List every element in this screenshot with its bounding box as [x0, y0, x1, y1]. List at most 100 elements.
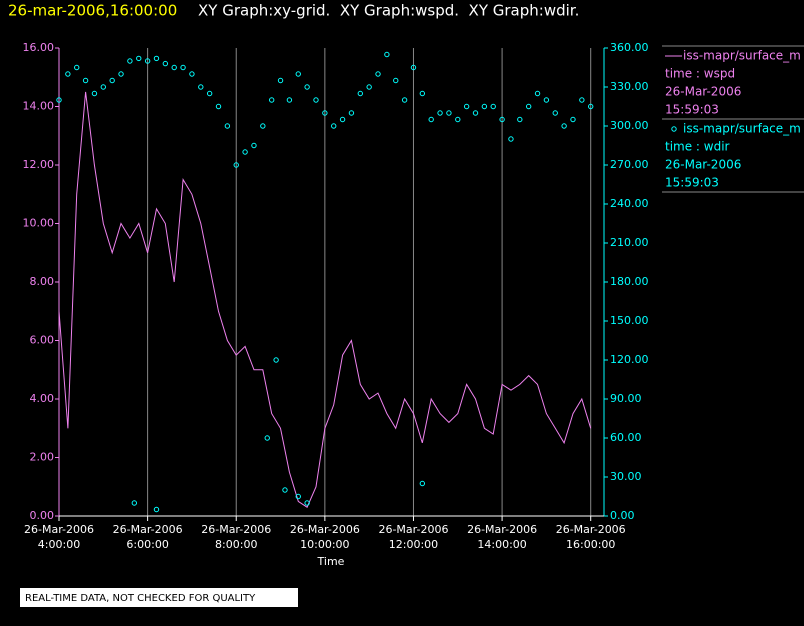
- y-tick-label: 10.00: [23, 217, 55, 230]
- y2-tick-label: 330.00: [610, 80, 649, 93]
- y2-tick-label: 180.00: [610, 275, 649, 288]
- footnote: REAL-TIME DATA, NOT CHECKED FOR QUALITY: [25, 593, 256, 604]
- wdir-point: [543, 97, 550, 103]
- wdir-point: [446, 110, 452, 116]
- wdir-point: [322, 110, 328, 116]
- x-tick-label: 10:00:00: [300, 538, 349, 551]
- wdir-point: [570, 116, 576, 123]
- footnote-box: [20, 588, 298, 607]
- wdir-point: [313, 97, 319, 103]
- wdir-point: [198, 84, 204, 90]
- y-tick-label: 14.00: [23, 100, 55, 113]
- y-tick-label: 16.00: [23, 41, 55, 54]
- wdir-point: [508, 136, 514, 142]
- y2-tick-label: 30.00: [610, 470, 642, 483]
- wdir-point: [277, 77, 284, 84]
- y-tick-label: 0.00: [30, 509, 55, 522]
- wdir-point: [419, 480, 426, 487]
- wdir-point: [153, 506, 160, 513]
- legend-time: 15:59:03: [665, 176, 719, 190]
- wdir-point: [273, 357, 279, 363]
- legend-variable: time : wspd: [665, 67, 735, 81]
- legend-date: 26-Mar-2006: [665, 158, 741, 172]
- y2-tick-label: 90.00: [610, 392, 642, 405]
- y2-tick-label: 150.00: [610, 314, 649, 327]
- wdir-point: [552, 110, 558, 116]
- wdir-point: [499, 116, 505, 123]
- wdir-point: [295, 493, 301, 500]
- y-tick-label: 8.00: [30, 275, 55, 288]
- wdir-point: [561, 123, 567, 129]
- wdir-point: [65, 71, 71, 77]
- wdir-point: [144, 58, 151, 64]
- y2-tick-label: 270.00: [610, 158, 649, 171]
- wdir-point: [366, 84, 372, 90]
- wdir-point: [56, 97, 62, 103]
- x-axis-label: Time: [317, 555, 345, 568]
- y-tick-label: 4.00: [30, 392, 55, 405]
- wdir-point: [463, 103, 470, 110]
- wdir-point: [401, 97, 408, 103]
- wdir-point: [162, 60, 169, 67]
- wdir-point: [233, 162, 239, 168]
- wdir-point: [339, 116, 346, 123]
- wdir-point: [517, 116, 523, 123]
- y2-tick-label: 360.00: [610, 41, 649, 54]
- legend-time: 15:59:03: [665, 103, 719, 117]
- wdir-point: [295, 71, 301, 77]
- wdir-point: [357, 90, 364, 97]
- wdir-point: [153, 55, 160, 62]
- wdir-point: [180, 64, 186, 71]
- y2-tick-label: 240.00: [610, 197, 649, 210]
- x-tick-label: 8:00:00: [215, 538, 257, 551]
- x-tick-label: 26-Mar-2006: [290, 523, 360, 536]
- wdir-point: [251, 142, 257, 149]
- wdir-point: [304, 84, 310, 90]
- wdir-point: [428, 116, 434, 123]
- x-tick-label: 26-Mar-2006: [24, 523, 94, 536]
- wdir-point: [525, 103, 532, 110]
- legend-swatch: [671, 126, 677, 132]
- x-tick-label: 26-Mar-2006: [556, 523, 626, 536]
- wdir-point: [242, 149, 248, 155]
- x-tick-label: 26-Mar-2006: [378, 523, 448, 536]
- wdir-point: [375, 71, 381, 77]
- wdir-point: [579, 97, 585, 103]
- wspd-line: [58, 91, 592, 508]
- wdir-point: [264, 435, 270, 441]
- x-tick-label: 26-Mar-2006: [201, 523, 271, 536]
- wdir-point: [91, 90, 98, 97]
- wdir-point: [437, 110, 443, 116]
- y2-tick-label: 0.00: [610, 509, 635, 522]
- wdir-point: [393, 77, 399, 84]
- x-tick-label: 14:00:00: [477, 538, 526, 551]
- title-time: 26-mar-2006,16:00:00: [8, 2, 177, 20]
- x-tick-label: 12:00:00: [389, 538, 438, 551]
- wdir-point: [206, 90, 213, 97]
- wdir-point: [260, 123, 266, 129]
- wdir-point: [490, 103, 496, 110]
- y2-tick-label: 60.00: [610, 431, 642, 444]
- x-tick-label: 26-Mar-2006: [467, 523, 537, 536]
- wdir-point: [131, 500, 138, 506]
- wdir-point: [224, 123, 231, 129]
- y2-tick-label: 210.00: [610, 236, 649, 249]
- wdir-point: [534, 90, 541, 97]
- wdir-point: [282, 487, 288, 493]
- chart-title: XY Graph:xy-grid. XY Graph:wspd. XY Grap…: [198, 2, 579, 20]
- wdir-point: [100, 84, 107, 90]
- wdir-point: [410, 64, 417, 71]
- wdir-point: [136, 55, 142, 62]
- y-tick-label: 2.00: [30, 451, 55, 464]
- wdir-point: [127, 58, 133, 64]
- y-tick-label: 6.00: [30, 334, 55, 347]
- y-tick-label: 12.00: [23, 158, 55, 171]
- wdir-point: [286, 97, 293, 103]
- wdir-point: [348, 110, 355, 116]
- y2-tick-label: 300.00: [610, 119, 649, 132]
- wdir-point: [82, 77, 89, 84]
- wdir-point: [215, 103, 222, 110]
- x-tick-label: 16:00:00: [566, 538, 615, 551]
- wdir-point: [419, 90, 426, 97]
